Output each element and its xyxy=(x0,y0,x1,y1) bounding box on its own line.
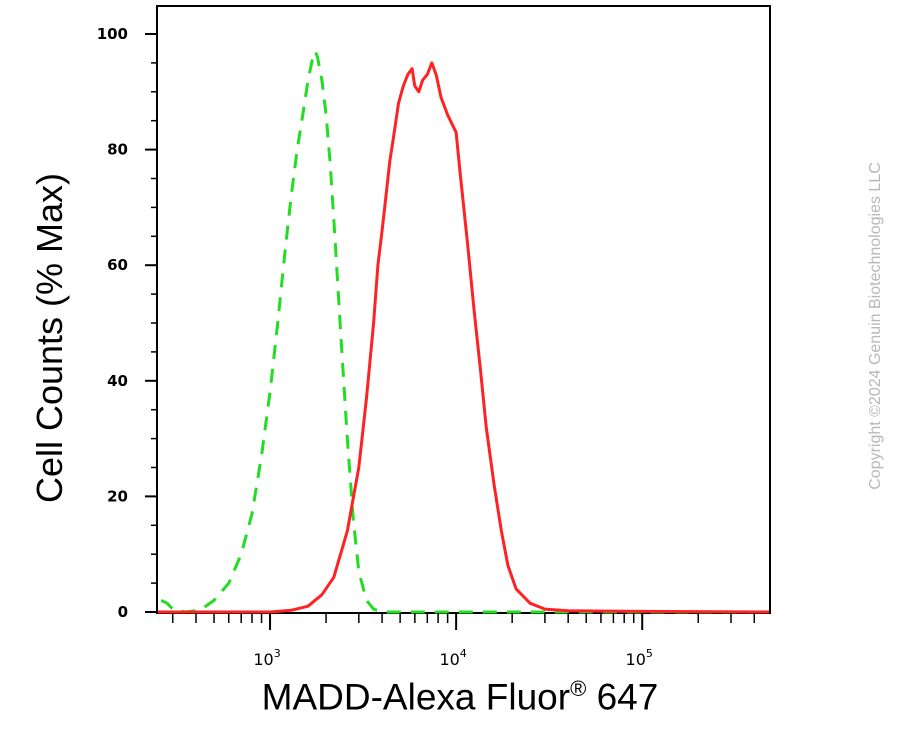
y-axis: 0 20 40 60 80 100 xyxy=(97,25,157,621)
sample-histogram-line xyxy=(158,61,770,614)
x-tick-label: 103 xyxy=(253,647,280,669)
x-axis-title-main: MADD-Alexa Fluor xyxy=(261,676,571,718)
x-tick-base: 10 xyxy=(253,650,273,669)
x-tick-exponent: 3 xyxy=(274,647,281,660)
x-axis: 103 104 105 xyxy=(171,613,756,669)
y-tick-label: 40 xyxy=(107,372,128,390)
y-axis-title: Cell Counts (% Max) xyxy=(29,172,70,504)
y-tick-label: 0 xyxy=(118,603,128,621)
x-axis-title-tail: 647 xyxy=(586,676,659,718)
y-tick-label: 20 xyxy=(107,487,128,505)
y-tick-label: 80 xyxy=(107,141,128,159)
x-tick-exponent: 5 xyxy=(646,647,653,660)
y-tick-label: 60 xyxy=(107,256,128,274)
x-tick-exponent: 4 xyxy=(460,647,467,660)
x-axis-title: MADD-Alexa Fluor® 647 xyxy=(150,676,770,718)
x-tick-label: 105 xyxy=(626,647,653,669)
histogram-curves xyxy=(158,49,770,614)
copyright-watermark: Copyright ©2024 Genuin Biotechnologies L… xyxy=(867,162,884,490)
plot-frame xyxy=(156,5,771,614)
x-tick-base: 10 xyxy=(439,650,459,669)
x-tick-label: 104 xyxy=(439,647,466,669)
registered-mark: ® xyxy=(570,676,587,701)
x-tick-base: 10 xyxy=(626,650,646,669)
y-tick-label: 100 xyxy=(97,25,128,43)
